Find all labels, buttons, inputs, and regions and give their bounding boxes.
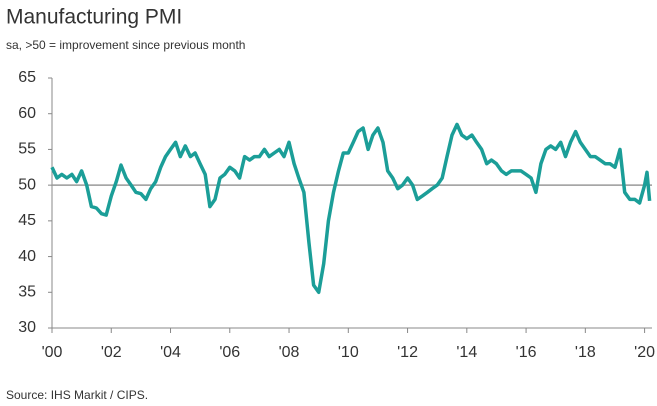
x-tick-label: '08 <box>279 344 300 361</box>
x-tick-label: '06 <box>219 344 240 361</box>
x-tick-label: '12 <box>397 344 418 361</box>
y-tick-label: 45 <box>18 212 36 229</box>
y-tick-label: 55 <box>18 141 36 158</box>
pmi-line <box>50 122 652 295</box>
x-tick-label: '04 <box>160 344 181 361</box>
y-tick-label: 35 <box>18 284 36 301</box>
chart-title: Manufacturing PMI <box>6 6 182 29</box>
source-note: Source: IHS Markit / CIPS. <box>6 388 148 402</box>
x-tick-label: '18 <box>575 344 596 361</box>
y-tick-label: 60 <box>18 105 36 122</box>
chart-subtitle: sa, >50 = improvement since previous mon… <box>6 38 245 52</box>
x-tick-label: '16 <box>516 344 537 361</box>
x-tick-label: '20 <box>634 344 655 361</box>
y-tick-label: 50 <box>18 176 36 193</box>
x-tick-label: '00 <box>42 344 63 361</box>
y-tick-label: 65 <box>18 69 36 86</box>
x-tick-label: '14 <box>456 344 477 361</box>
y-tick-label: 30 <box>18 319 36 336</box>
y-tick-label: 40 <box>18 248 36 265</box>
x-tick-label: '10 <box>338 344 359 361</box>
x-tick-label: '02 <box>101 344 122 361</box>
